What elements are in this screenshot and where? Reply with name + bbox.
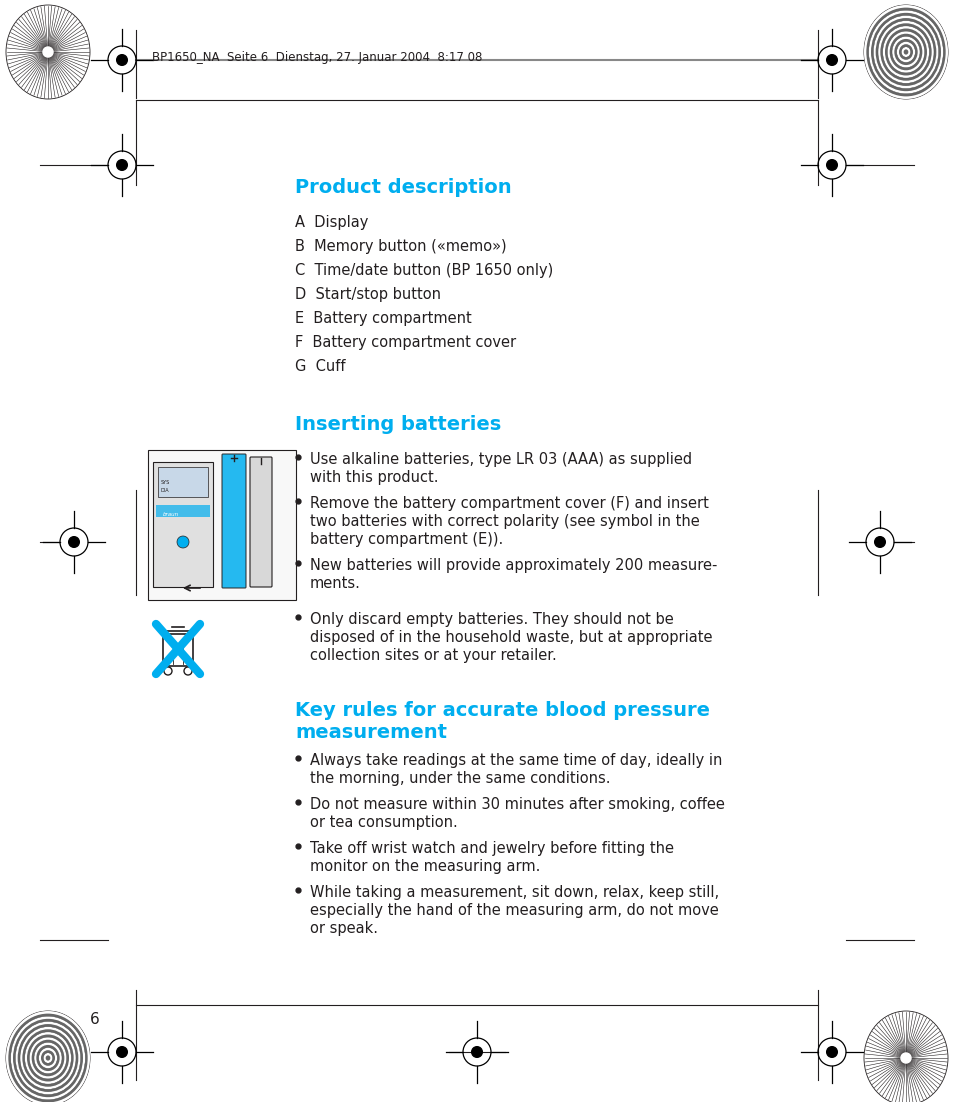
Circle shape [826, 55, 837, 65]
Text: Always take readings at the same time of day, ideally in: Always take readings at the same time of… [310, 753, 721, 768]
Text: C  Time/date button (BP 1650 only): C Time/date button (BP 1650 only) [294, 263, 553, 278]
Text: braun: braun [163, 512, 179, 517]
FancyBboxPatch shape [250, 457, 272, 587]
Text: Product description: Product description [294, 179, 511, 197]
Text: or tea consumption.: or tea consumption. [310, 815, 457, 830]
Text: battery compartment (E)).: battery compartment (E)). [310, 532, 503, 547]
Ellipse shape [41, 1050, 55, 1066]
Circle shape [69, 537, 79, 548]
Text: Take off wrist watch and jewelry before fitting the: Take off wrist watch and jewelry before … [310, 841, 673, 856]
Circle shape [116, 55, 127, 65]
Ellipse shape [10, 1016, 85, 1100]
Text: D  Start/stop button: D Start/stop button [294, 287, 440, 302]
Bar [156, 505, 210, 517]
FancyBboxPatch shape [222, 454, 246, 588]
Ellipse shape [6, 1011, 90, 1102]
Ellipse shape [898, 44, 912, 60]
Bar [158, 467, 208, 497]
Ellipse shape [889, 34, 922, 71]
Ellipse shape [18, 1024, 78, 1092]
Text: Remove the battery compartment cover (F) and insert: Remove the battery compartment cover (F)… [310, 496, 708, 511]
Text: E  Battery compartment: E Battery compartment [294, 311, 471, 326]
Ellipse shape [46, 1056, 51, 1060]
Text: DIA: DIA [161, 488, 170, 493]
Circle shape [116, 160, 127, 171]
Ellipse shape [896, 42, 914, 63]
Ellipse shape [877, 21, 933, 84]
Text: measurement: measurement [294, 723, 447, 742]
Ellipse shape [25, 1031, 71, 1084]
Ellipse shape [882, 25, 928, 78]
Ellipse shape [893, 39, 917, 65]
Text: ments.: ments. [310, 576, 360, 591]
Circle shape [826, 160, 837, 171]
Ellipse shape [865, 8, 944, 96]
Text: Key rules for accurate blood pressure: Key rules for accurate blood pressure [294, 701, 709, 720]
Text: or speak.: or speak. [310, 921, 377, 936]
Text: especially the hand of the measuring arm, do not move: especially the hand of the measuring arm… [310, 903, 718, 918]
Ellipse shape [872, 15, 938, 88]
Ellipse shape [13, 1019, 83, 1098]
Text: While taking a measurement, sit down, relax, keep still,: While taking a measurement, sit down, re… [310, 885, 719, 900]
Ellipse shape [901, 46, 910, 57]
Ellipse shape [36, 1045, 60, 1071]
Circle shape [116, 1047, 127, 1057]
Text: disposed of in the household waste, but at appropriate: disposed of in the household waste, but … [310, 630, 712, 645]
Bar [163, 634, 193, 666]
Circle shape [826, 1047, 837, 1057]
Text: monitor on the measuring arm.: monitor on the measuring arm. [310, 858, 539, 874]
Ellipse shape [15, 1022, 81, 1094]
Ellipse shape [34, 1042, 62, 1073]
Text: Only discard empty batteries. They should not be: Only discard empty batteries. They shoul… [310, 612, 673, 627]
Text: F  Battery compartment cover: F Battery compartment cover [294, 335, 516, 350]
Ellipse shape [863, 6, 947, 99]
Bar [152, 462, 213, 587]
Ellipse shape [863, 6, 947, 99]
Ellipse shape [891, 36, 919, 67]
Text: B  Memory button («memo»): B Memory button («memo») [294, 239, 506, 253]
Text: Use alkaline batteries, type LR 03 (AAA) as supplied: Use alkaline batteries, type LR 03 (AAA)… [310, 452, 691, 467]
Ellipse shape [22, 1029, 73, 1087]
Ellipse shape [43, 1052, 52, 1063]
Text: G  Cuff: G Cuff [294, 359, 345, 374]
Circle shape [874, 537, 884, 548]
Ellipse shape [884, 29, 926, 76]
Text: with this product.: with this product. [310, 469, 438, 485]
Text: BP1650_NA  Seite 6  Dienstag, 27. Januar 2004  8:17 08: BP1650_NA Seite 6 Dienstag, 27. Januar 2… [152, 51, 482, 64]
Ellipse shape [870, 13, 940, 91]
Ellipse shape [30, 1037, 67, 1079]
Text: New batteries will provide approximately 200 measure-: New batteries will provide approximately… [310, 558, 717, 573]
Text: Inserting batteries: Inserting batteries [294, 415, 500, 434]
Ellipse shape [875, 18, 935, 86]
Text: 6: 6 [90, 1012, 100, 1027]
Text: Do not measure within 30 minutes after smoking, coffee: Do not measure within 30 minutes after s… [310, 797, 724, 812]
Ellipse shape [868, 10, 943, 94]
Text: SYS: SYS [161, 480, 170, 485]
Ellipse shape [902, 50, 907, 55]
Ellipse shape [27, 1035, 69, 1081]
Text: collection sites or at your retailer.: collection sites or at your retailer. [310, 648, 557, 663]
Ellipse shape [39, 1048, 57, 1069]
Ellipse shape [886, 31, 923, 73]
Ellipse shape [6, 1011, 90, 1102]
Text: the morning, under the same conditions.: the morning, under the same conditions. [310, 771, 610, 786]
Circle shape [177, 536, 189, 548]
Ellipse shape [31, 1039, 64, 1077]
Bar [148, 450, 295, 599]
Circle shape [900, 1052, 910, 1063]
Circle shape [471, 1047, 482, 1057]
Ellipse shape [20, 1027, 76, 1090]
Text: two batteries with correct polarity (see symbol in the: two batteries with correct polarity (see… [310, 514, 699, 529]
Text: A  Display: A Display [294, 215, 368, 230]
Circle shape [43, 47, 53, 57]
Ellipse shape [880, 23, 931, 80]
Ellipse shape [9, 1014, 88, 1102]
